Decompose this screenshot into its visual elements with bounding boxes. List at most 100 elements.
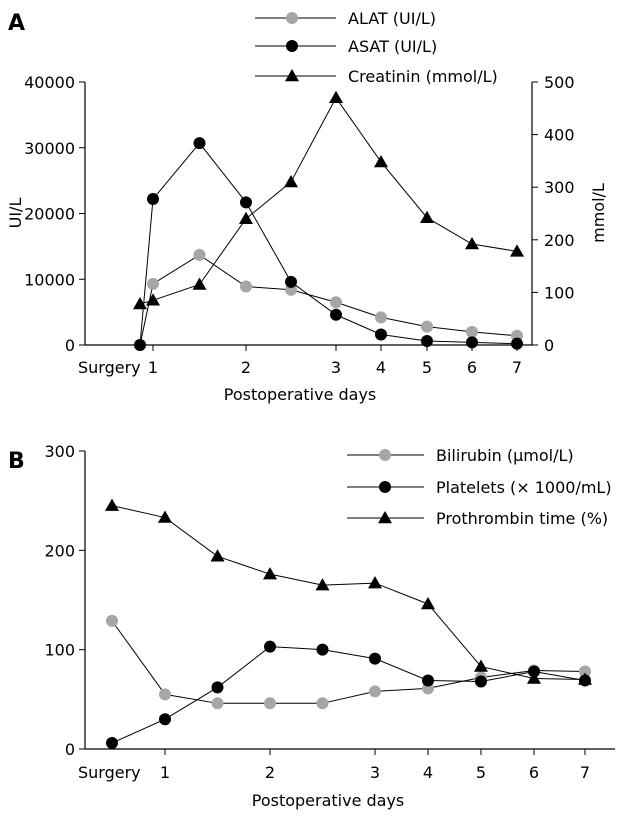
b-legend-label: Bilirubin (μmol/L): [436, 446, 574, 465]
b-point-platelets-1000-ml: [159, 713, 171, 726]
a-x-tick-label: Surgery: [78, 358, 141, 377]
b-y-tick-label: 0: [65, 740, 75, 759]
a-x-tick-label: 5: [422, 358, 432, 377]
b-point-prothrombin-time: [158, 510, 172, 523]
a-point-creatinin-mmol-l: [465, 237, 479, 250]
a-point-asat-ui-l: [511, 337, 523, 350]
a-point-creatinin-mmol-l: [146, 293, 160, 306]
b-legend-marker: [379, 481, 391, 493]
b-point-bilirubin-mol-l: [579, 665, 591, 678]
b-point-bilirubin-mol-l: [264, 697, 276, 710]
b-x-tick-label: 1: [160, 763, 170, 782]
a-left-tick-label: 40000: [24, 73, 75, 92]
b-y-tick-label: 300: [44, 442, 75, 461]
a-legend-label: Creatinin (mmol/L): [348, 67, 498, 86]
a-point-asat-ui-l: [147, 193, 159, 206]
a-point-asat-ui-l: [193, 137, 206, 150]
b-point-prothrombin-time: [105, 498, 119, 511]
a-x-tick-label: 1: [148, 358, 158, 377]
a-point-creatinin-mmol-l: [329, 90, 343, 104]
a-left-tick-label: 30000: [24, 139, 75, 158]
b-point-prothrombin-time: [210, 549, 225, 562]
b-x-tick-label: 7: [580, 763, 590, 782]
a-point-asat-ui-l: [134, 339, 146, 351]
a-right-tick-label: 100: [544, 283, 575, 302]
b-point-prothrombin-time: [315, 578, 330, 591]
b-point-prothrombin-time: [421, 596, 435, 610]
b-point-prothrombin-time: [474, 659, 488, 672]
a-right-tick-label: 0: [544, 336, 554, 355]
a-point-creatinin-mmol-l: [510, 244, 524, 257]
a-x-tick-label: 3: [331, 358, 341, 377]
b-point-bilirubin-mol-l: [159, 688, 171, 701]
b-point-platelets-1000-ml: [106, 737, 118, 750]
a-line-alat-ui-l: [139, 254, 518, 346]
a-point-creatinin-mmol-l: [420, 210, 434, 223]
b-point-platelets-1000-ml: [211, 681, 224, 694]
b-line-bilirubin-mol-l: [111, 620, 586, 704]
b-y-tick-label: 200: [44, 541, 75, 560]
b-legend-marker: [378, 511, 392, 524]
a-right-tick-label: 300: [544, 178, 575, 197]
a-x-tick-label: 6: [467, 358, 477, 377]
a-point-alat-ui-l: [240, 280, 252, 293]
a-point-asat-ui-l: [330, 308, 342, 321]
a-point-alat-ui-l: [375, 311, 387, 324]
b-point-bilirubin-mol-l: [106, 614, 118, 627]
a-point-asat-ui-l: [285, 275, 297, 288]
a-left-tick-label: 20000: [24, 205, 75, 224]
b-point-platelets-1000-ml: [475, 675, 487, 688]
a-legend-label: ALAT (UI/L): [348, 9, 436, 28]
panel-a-label: A: [8, 11, 25, 36]
b-x-tick-label: 4: [423, 763, 433, 782]
b-point-platelets-1000-ml: [264, 640, 276, 653]
a-legend-marker: [285, 69, 299, 82]
a-point-asat-ui-l: [421, 335, 433, 348]
b-x-axis-label: Postoperative days: [252, 791, 405, 810]
a-legend-marker: [286, 12, 298, 24]
b-x-tick-label: 3: [370, 763, 380, 782]
b-legend-label: Platelets (× 1000/mL): [436, 478, 612, 497]
b-x-tick-label: 2: [265, 763, 275, 782]
b-line-prothrombin-time: [111, 505, 586, 680]
a-line-creatinin-mmol-l: [139, 96, 518, 305]
panel-b-chart: 0 100 200 300 Surgery 1 2 3 4 5 6 7 Postoperative da…: [44, 442, 615, 810]
a-point-alat-ui-l: [147, 277, 159, 290]
b-point-bilirubin-mol-l: [369, 685, 381, 698]
a-x-tick-label: 4: [376, 358, 386, 377]
a-x-tick-label: 7: [512, 358, 522, 377]
a-legend-marker: [286, 40, 298, 52]
a-left-tick-label: 10000: [24, 270, 75, 289]
a-point-creatinin-mmol-l: [284, 174, 298, 188]
a-point-creatinin-mmol-l: [192, 277, 207, 290]
a-right-tick-label: 200: [544, 231, 575, 250]
b-point-bilirubin-mol-l: [211, 697, 224, 710]
b-legend-marker: [379, 449, 391, 461]
a-right-tick-label: 400: [544, 126, 575, 145]
a-legend-label: ASAT (UI/L): [348, 37, 437, 56]
b-point-prothrombin-time: [578, 672, 592, 685]
b-x-tick-label: 6: [529, 763, 539, 782]
b-line-platelets-1000-ml: [111, 646, 586, 744]
a-point-alat-ui-l: [330, 296, 342, 309]
b-legend-label: Prothrombin time (%): [436, 509, 608, 528]
b-x-tick-label: Surgery: [78, 763, 141, 782]
a-right-axis-label: mmol/L: [589, 183, 608, 243]
b-point-prothrombin-time: [527, 671, 541, 684]
a-x-tick-label: 2: [241, 358, 251, 377]
a-point-creatinin-mmol-l: [133, 296, 147, 310]
a-point-creatinin-mmol-l: [374, 154, 388, 168]
a-point-asat-ui-l: [240, 196, 252, 209]
b-point-prothrombin-time: [368, 576, 382, 589]
b-point-platelets-1000-ml: [369, 652, 381, 665]
b-point-prothrombin-time: [263, 567, 277, 580]
b-x-tick-label: 5: [476, 763, 486, 782]
a-right-tick-label: 500: [544, 73, 575, 92]
b-y-tick-label: 100: [44, 641, 75, 660]
a-point-alat-ui-l: [466, 325, 478, 338]
a-point-asat-ui-l: [375, 328, 387, 341]
a-left-axis-label: UI/L: [6, 198, 25, 229]
a-point-creatinin-mmol-l: [239, 211, 253, 225]
b-point-platelets-1000-ml: [422, 674, 434, 687]
